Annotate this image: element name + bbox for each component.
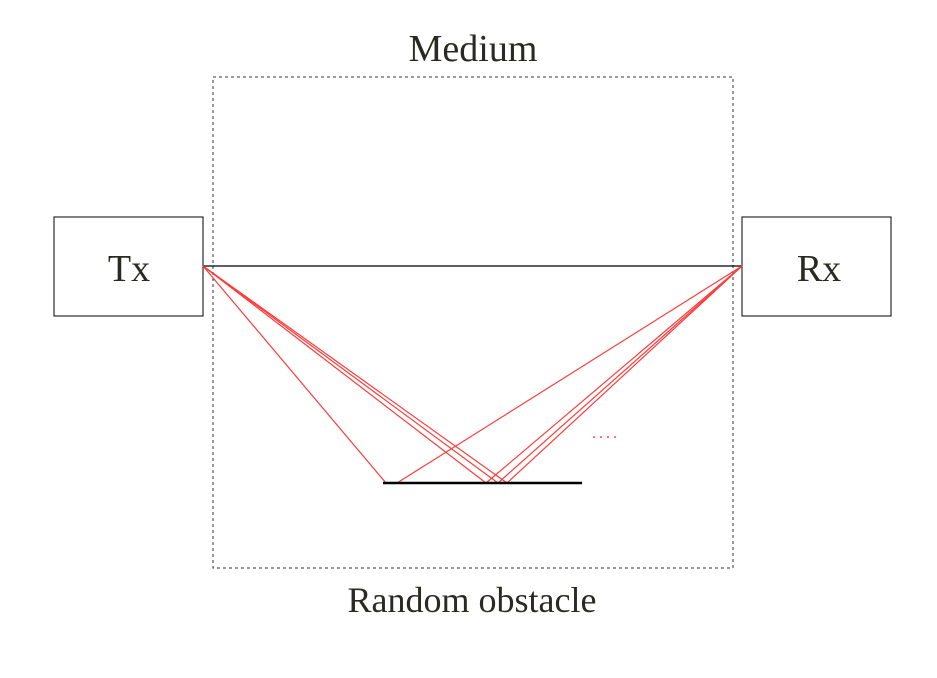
tx-box: [53, 216, 204, 317]
ray-tx-3: [202, 265, 499, 484]
ray-rx-2: [485, 265, 743, 484]
ray-tx-4: [202, 265, 508, 484]
rx-label: Rx: [797, 248, 841, 290]
rx-box: [741, 216, 892, 317]
ray-rx-3: [497, 265, 743, 484]
medium-region: [212, 76, 734, 569]
tx-label: Tx: [108, 248, 150, 290]
obstacle-label: Random obstacle: [348, 580, 597, 620]
ray-rx-4: [506, 265, 743, 484]
ray-rx-1: [396, 265, 743, 484]
ray-tx-1: [202, 265, 387, 484]
more-rays-ellipsis: ....: [592, 425, 620, 442]
ray-tx-2: [202, 265, 487, 484]
reflected-rays: [202, 265, 743, 484]
medium-label: Medium: [409, 28, 538, 70]
